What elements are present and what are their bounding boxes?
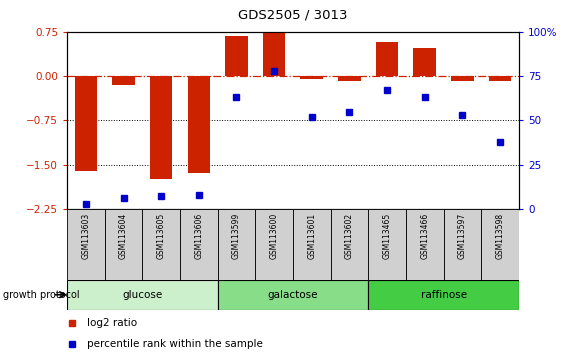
Bar [255,209,293,280]
Text: GSM113598: GSM113598 [496,212,504,258]
Bar [376,42,398,76]
Text: GSM113600: GSM113600 [269,212,279,259]
Bar [263,32,286,76]
Text: GSM113465: GSM113465 [382,212,392,259]
Bar [217,280,368,310]
Text: percentile rank within the sample: percentile rank within the sample [87,339,264,349]
Bar [225,36,248,76]
Text: GSM113597: GSM113597 [458,212,467,259]
Bar [217,209,255,280]
Bar [67,209,105,280]
Bar [75,76,97,171]
Text: GSM113602: GSM113602 [345,212,354,258]
Bar [368,209,406,280]
Bar [451,76,473,81]
Bar [368,280,519,310]
Text: GSM113605: GSM113605 [157,212,166,259]
Text: GSM113599: GSM113599 [232,212,241,259]
Bar [105,209,142,280]
Text: GSM113603: GSM113603 [82,212,90,259]
Text: GSM113601: GSM113601 [307,212,317,258]
Text: GSM113606: GSM113606 [194,212,203,259]
Bar [180,209,217,280]
Text: GSM113604: GSM113604 [119,212,128,259]
Text: raffinose: raffinose [420,290,466,300]
Bar [338,76,361,81]
Text: GDS2505 / 3013: GDS2505 / 3013 [238,8,347,21]
Bar [150,76,173,179]
Text: glucose: glucose [122,290,163,300]
Text: growth protocol: growth protocol [3,290,79,300]
Bar [481,209,519,280]
Bar [331,209,368,280]
Bar [489,76,511,81]
Bar [67,280,217,310]
Text: log2 ratio: log2 ratio [87,318,138,328]
Bar [112,76,135,85]
Bar [444,209,481,280]
Text: galactose: galactose [268,290,318,300]
Bar [300,76,323,79]
Bar [142,209,180,280]
Bar [188,76,210,173]
Bar [406,209,444,280]
Text: GSM113466: GSM113466 [420,212,429,259]
Bar [293,209,331,280]
Bar [413,48,436,76]
